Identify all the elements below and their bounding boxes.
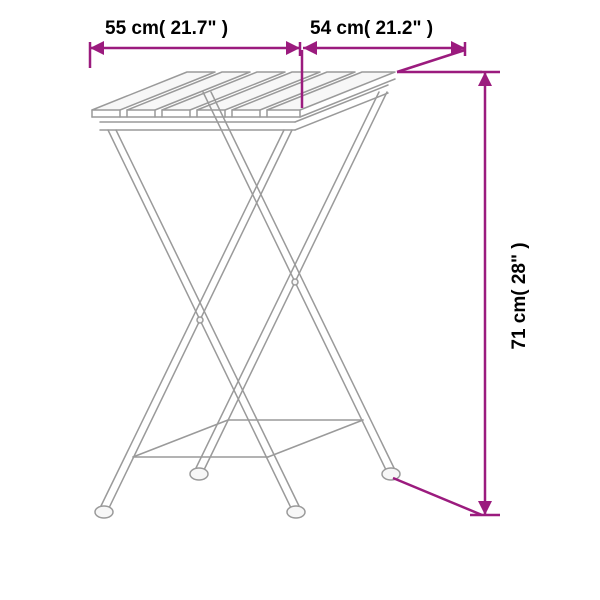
dimension-diagram: 55 cm( 21.7" ) 54 cm( 21.2" ) 71 cm( 28"… bbox=[0, 0, 600, 600]
height-label: 71 cm( 28" ) bbox=[509, 226, 531, 366]
depth-label: 54 cm( 21.2" ) bbox=[310, 18, 433, 40]
width-label: 55 cm( 21.7" ) bbox=[105, 18, 228, 40]
table-drawing bbox=[92, 72, 400, 518]
